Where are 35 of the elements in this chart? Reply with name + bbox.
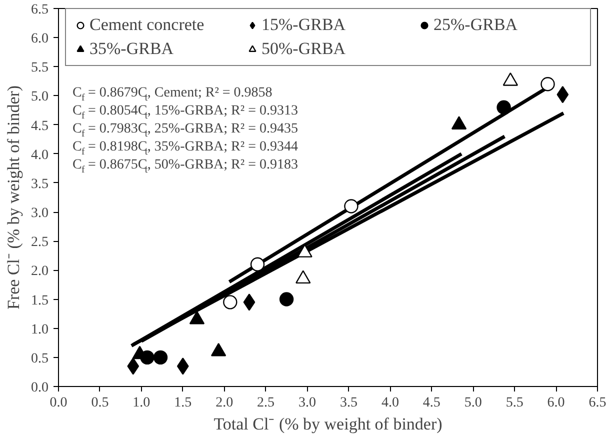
x-tick-label: 6.5 [588,396,606,410]
y-tick-label: 1.5 [31,293,48,308]
legend-label: 50%-GRBA [262,39,347,59]
y-tick-label: 1.0 [31,322,48,338]
legend-label: 25%-GRBA [434,15,519,35]
x-tick-label: 0.5 [91,396,109,410]
x-tick-label: 3.5 [340,396,358,410]
y-tick-label: 5.0 [31,90,48,105]
x-tick-label: 4.5 [422,396,440,410]
x-tick-label: 6.0 [547,396,565,410]
y-tick-label: 3.5 [31,176,48,192]
legend-label: 15%-GRBA [262,15,347,35]
y-tick-label: 6.5 [31,2,48,18]
y-tick-label: 2.5 [31,235,48,250]
x-tick-label: 2.0 [216,396,234,410]
x-tick-label: 0.0 [50,396,68,410]
y-tick-label: 4.5 [31,118,48,134]
y-tick-label: 3.0 [31,206,48,222]
y-tick-label: 6.0 [31,32,48,47]
y-tick-label: 2.0 [31,264,48,280]
y-tick-label: 4.0 [31,148,48,163]
legend-label: Cement concrete [90,15,206,35]
y-tick-label: 5.5 [31,60,48,76]
y-tick-label: 0.5 [31,351,48,366]
x-axis-title: Total Cl⁻ (% by weight of binder) [214,414,442,434]
y-axis-title: Free Cl⁻ (% by weight of binder) [4,85,23,310]
x-tick-label: 5.5 [506,396,524,410]
x-tick-label: 5.0 [464,396,482,410]
x-tick-label: 2.5 [257,396,275,410]
x-tick-label: 3.0 [298,396,316,410]
x-tick-label: 1.0 [132,396,150,410]
x-tick-label: 4.0 [381,396,399,410]
x-tick-label: 1.5 [174,396,192,410]
legend-label: 35%-GRBA [90,39,175,59]
y-tick-label: 0.0 [31,380,48,396]
